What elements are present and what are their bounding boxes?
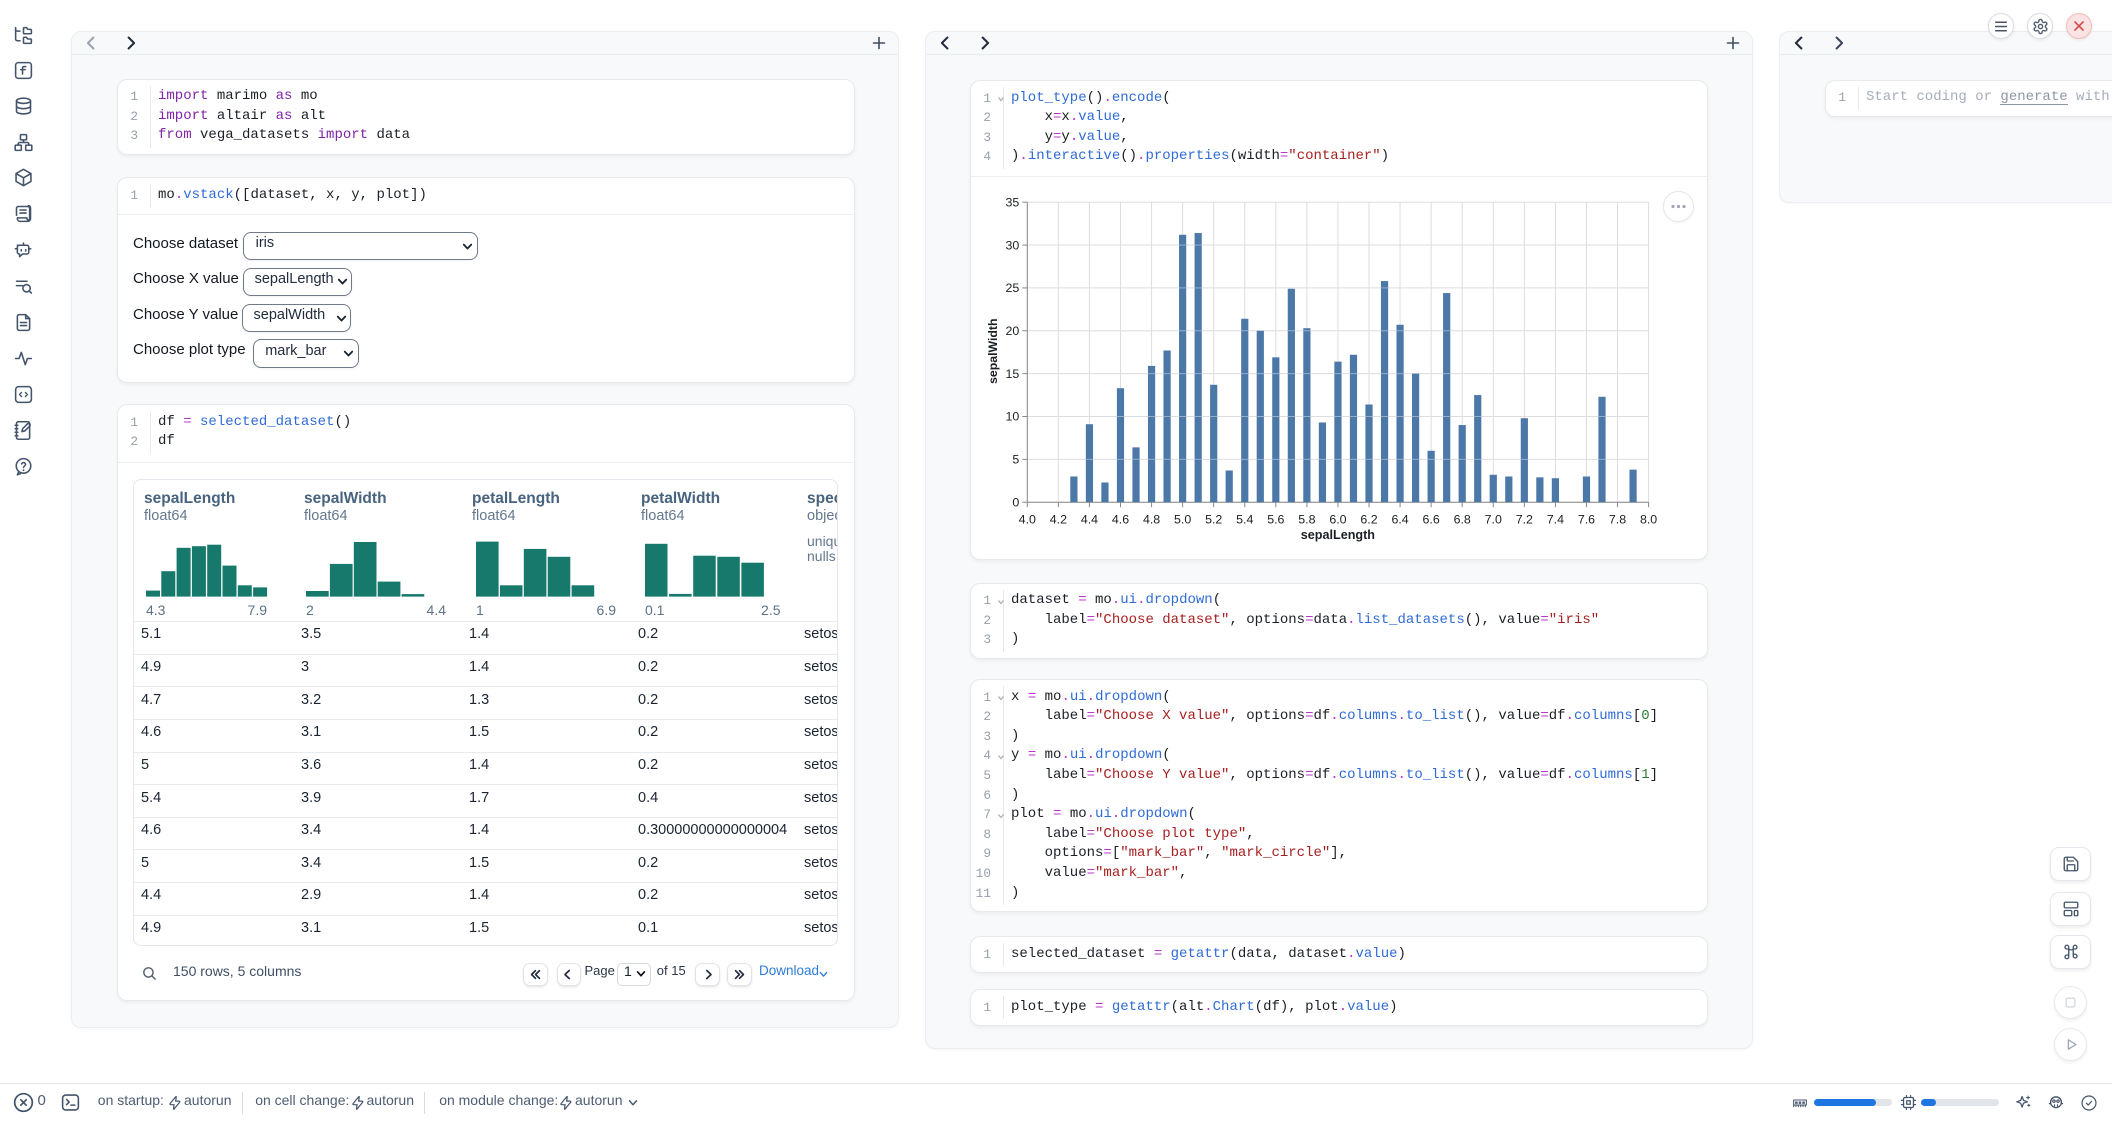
svg-text:sepalLength: sepalLength xyxy=(1301,528,1375,542)
svg-text:6.4: 6.4 xyxy=(1391,512,1408,526)
svg-text:30: 30 xyxy=(1006,238,1020,252)
svg-text:10: 10 xyxy=(1006,409,1020,423)
svg-text:7.8: 7.8 xyxy=(1609,512,1626,526)
svg-text:4.0: 4.0 xyxy=(1019,512,1036,526)
svg-text:5.6: 5.6 xyxy=(1267,512,1284,526)
svg-text:6.0: 6.0 xyxy=(1329,512,1346,526)
svg-text:7.4: 7.4 xyxy=(1547,512,1564,526)
svg-text:6.8: 6.8 xyxy=(1454,512,1471,526)
svg-text:20: 20 xyxy=(1006,324,1020,338)
svg-text:8.0: 8.0 xyxy=(1640,512,1657,526)
svg-text:6.2: 6.2 xyxy=(1360,512,1377,526)
svg-text:15: 15 xyxy=(1006,366,1020,380)
svg-text:4.8: 4.8 xyxy=(1143,512,1160,526)
svg-text:6.6: 6.6 xyxy=(1423,512,1440,526)
svg-text:7.2: 7.2 xyxy=(1516,512,1533,526)
svg-text:4.6: 4.6 xyxy=(1112,512,1129,526)
svg-text:sepalWidth: sepalWidth xyxy=(986,318,1000,383)
svg-text:25: 25 xyxy=(1006,281,1020,295)
svg-text:0: 0 xyxy=(1012,495,1019,509)
svg-text:4.2: 4.2 xyxy=(1050,512,1067,526)
svg-text:5.2: 5.2 xyxy=(1205,512,1222,526)
svg-text:5: 5 xyxy=(1012,452,1019,466)
svg-text:4.4: 4.4 xyxy=(1081,512,1098,526)
svg-text:5.0: 5.0 xyxy=(1174,512,1191,526)
svg-text:5.8: 5.8 xyxy=(1298,512,1315,526)
svg-text:7.6: 7.6 xyxy=(1578,512,1595,526)
svg-text:7.0: 7.0 xyxy=(1485,512,1502,526)
svg-text:5.4: 5.4 xyxy=(1236,512,1253,526)
svg-text:35: 35 xyxy=(1006,195,1020,209)
